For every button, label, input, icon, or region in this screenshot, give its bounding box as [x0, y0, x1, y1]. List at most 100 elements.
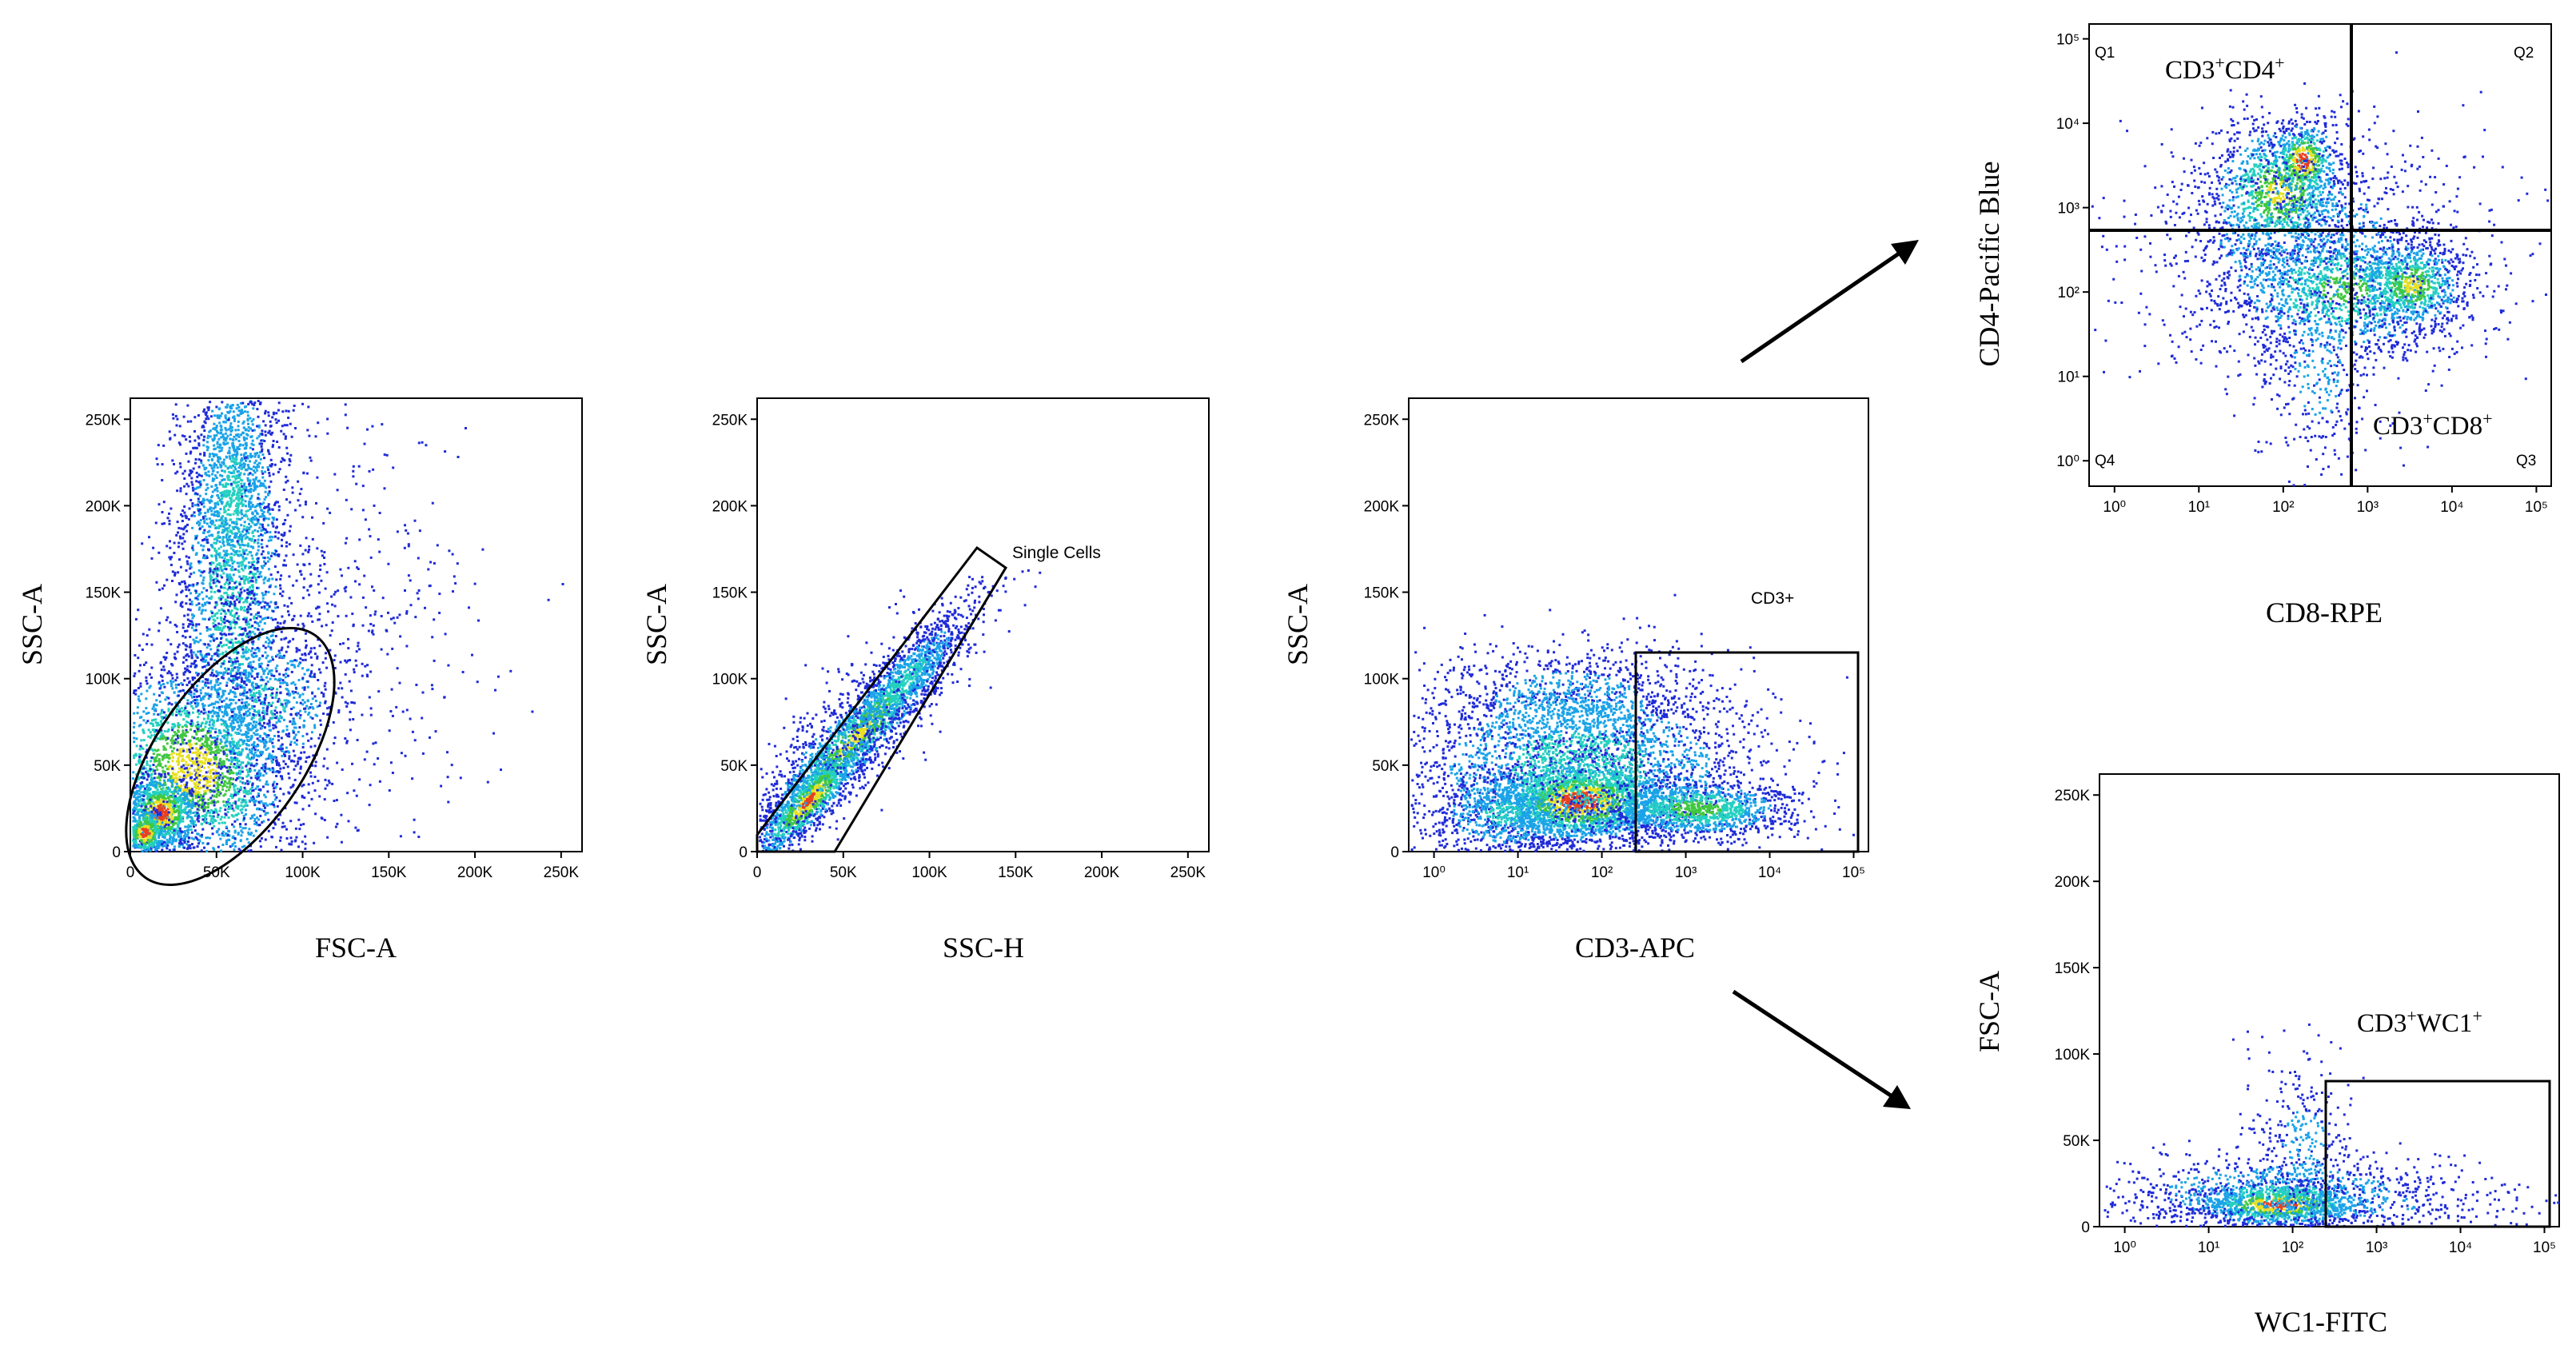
event-dot — [219, 626, 221, 629]
event-dot — [246, 419, 249, 422]
event-dot — [169, 437, 172, 441]
event-dot — [249, 436, 253, 438]
event-dot — [264, 802, 267, 805]
event-dot — [241, 733, 244, 736]
event-dot — [217, 777, 220, 780]
event-dot — [138, 758, 141, 761]
event-dot — [208, 534, 211, 537]
event-dot — [209, 788, 212, 792]
event-dot — [225, 703, 228, 706]
event-dot — [269, 704, 273, 708]
event-dot — [145, 661, 148, 665]
event-dot — [212, 721, 215, 724]
event-dot — [256, 425, 259, 428]
event-dot — [197, 760, 201, 763]
event-dot — [283, 654, 285, 657]
event-dot — [228, 585, 231, 589]
event-dot — [185, 748, 189, 752]
event-dot — [190, 683, 193, 686]
event-dot — [233, 621, 237, 624]
event-dot — [253, 573, 257, 576]
event-dot — [241, 645, 245, 648]
event-dot — [271, 696, 274, 699]
event-dot — [241, 586, 244, 589]
event-dot — [158, 779, 161, 782]
event-dot — [263, 498, 266, 501]
event-dot — [285, 541, 288, 544]
event-dot — [149, 768, 152, 771]
event-dot — [154, 786, 157, 788]
event-dot — [285, 554, 288, 557]
event-dot — [216, 612, 219, 615]
event-dot — [237, 750, 241, 753]
event-dot — [213, 414, 216, 417]
event-dot — [189, 573, 193, 576]
event-dot — [272, 525, 275, 528]
event-dot — [145, 707, 148, 710]
event-dot — [261, 513, 264, 516]
event-dot — [238, 488, 241, 491]
event-dot — [215, 764, 218, 768]
event-dot — [245, 447, 248, 450]
event-dot — [207, 697, 210, 700]
event-dot — [202, 717, 205, 720]
event-dot — [230, 760, 233, 763]
event-dot — [174, 701, 177, 704]
event-dot — [213, 537, 216, 541]
event-dot — [249, 788, 252, 791]
event-dot — [292, 617, 295, 621]
event-dot — [197, 458, 201, 461]
event-dot — [171, 570, 174, 573]
event-dot — [138, 748, 142, 751]
event-dot — [246, 417, 249, 421]
event-dot — [221, 586, 225, 589]
event-dot — [232, 549, 235, 552]
event-dot — [288, 575, 291, 578]
event-dot — [157, 713, 160, 716]
event-dot — [248, 505, 251, 508]
event-dot — [253, 485, 256, 488]
event-dot — [224, 619, 227, 622]
event-dot — [224, 804, 227, 808]
event-dot — [257, 600, 260, 603]
event-dot — [237, 848, 241, 851]
event-dot — [254, 602, 257, 605]
event-dot — [182, 656, 185, 659]
event-dot — [232, 460, 235, 463]
event-dot — [263, 607, 266, 610]
event-dot — [237, 804, 240, 808]
event-dot — [175, 424, 178, 427]
event-dot — [242, 528, 245, 531]
event-dot — [269, 536, 272, 539]
event-dot — [258, 779, 261, 782]
event-dot — [249, 649, 253, 653]
event-dot — [307, 783, 310, 786]
event-dot — [188, 623, 191, 626]
event-dot — [194, 446, 197, 449]
event-dot — [195, 597, 198, 600]
event-dot — [276, 763, 278, 766]
event-dot — [275, 526, 278, 529]
event-dot — [250, 520, 253, 523]
event-dot — [241, 831, 244, 834]
event-dot — [193, 804, 197, 808]
event-dot — [257, 754, 261, 757]
event-dot — [165, 618, 168, 621]
event-dot — [240, 489, 243, 492]
event-dot — [160, 722, 163, 725]
event-dot — [221, 435, 225, 438]
event-dot — [233, 435, 236, 438]
event-dot — [307, 612, 310, 615]
event-dot — [213, 751, 216, 754]
event-dot — [244, 823, 247, 826]
event-dot — [167, 772, 169, 775]
event-dot — [186, 771, 189, 774]
event-dot — [261, 764, 265, 767]
event-dot — [153, 728, 156, 732]
event-dot — [246, 771, 249, 773]
event-dot — [221, 651, 225, 654]
event-dot — [244, 669, 247, 672]
event-dot — [233, 848, 236, 852]
event-dot — [199, 501, 202, 504]
event-dot — [174, 601, 177, 604]
